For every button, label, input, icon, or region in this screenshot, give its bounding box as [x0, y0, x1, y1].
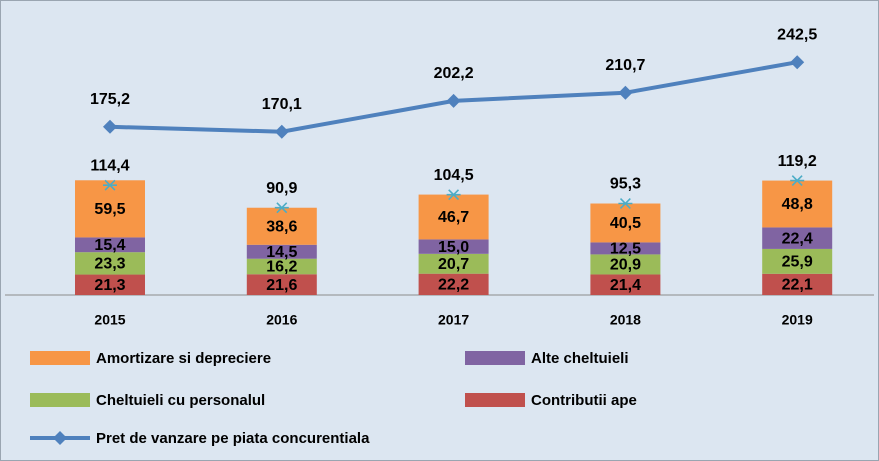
data-label: 104,5 — [434, 167, 474, 184]
bar-segment — [75, 180, 145, 238]
bar-segment — [418, 239, 489, 254]
x-tick-label: 2015 — [94, 312, 125, 328]
x-tick-label: 2017 — [438, 312, 469, 328]
x-tick-label: 2016 — [266, 312, 297, 328]
legend-swatch — [465, 393, 525, 407]
data-label: 170,1 — [262, 96, 302, 113]
data-label: 16,2 — [266, 259, 297, 276]
data-label: 46,7 — [438, 209, 469, 226]
data-label: 23,3 — [94, 256, 125, 273]
bar-segment — [246, 274, 317, 295]
data-label: 22,1 — [782, 277, 813, 294]
data-label: 59,5 — [94, 201, 125, 218]
line-marker — [790, 55, 805, 70]
star-marker — [103, 179, 117, 191]
star-marker — [790, 175, 805, 187]
star-marker — [274, 202, 289, 214]
x-tick-label: 2019 — [782, 312, 813, 328]
data-label: 21,3 — [94, 277, 125, 294]
data-label: 20,7 — [438, 256, 469, 273]
bar-segment — [762, 273, 833, 295]
x-tick-label: 2018 — [610, 312, 641, 328]
bar-segment — [762, 227, 833, 249]
data-label: 48,8 — [782, 196, 813, 213]
data-label: 38,6 — [266, 218, 297, 235]
line-marker — [103, 119, 117, 134]
legend-label: Amortizare si depreciere — [96, 350, 271, 367]
legend-marker — [53, 431, 67, 445]
bar-segment — [590, 242, 661, 255]
star-marker — [446, 189, 461, 201]
bar-segment — [762, 248, 833, 274]
legend-label: Cheltuieli cu personalul — [96, 392, 265, 409]
star-marker — [618, 198, 633, 209]
line-marker — [274, 124, 289, 139]
data-label: 119,2 — [778, 153, 817, 170]
line-marker — [446, 93, 461, 108]
bar-segment — [590, 274, 661, 295]
bar-segment — [246, 244, 317, 259]
data-label: 12,5 — [610, 241, 641, 258]
data-label: 202,2 — [434, 65, 474, 82]
data-label: 22,4 — [782, 230, 813, 247]
legend-swatch — [30, 393, 90, 407]
line-marker — [618, 85, 633, 100]
data-label: 15,4 — [94, 237, 125, 254]
data-label: 210,7 — [605, 57, 645, 74]
bar-segment — [418, 194, 489, 240]
data-label: 25,9 — [782, 254, 813, 271]
data-label: 21,6 — [266, 277, 297, 294]
data-label: 175,2 — [90, 91, 130, 108]
bar-segment — [590, 203, 661, 243]
bar-segment — [75, 274, 145, 295]
data-label: 20,9 — [610, 257, 641, 274]
data-label: 15,0 — [438, 239, 469, 256]
data-label: 14,5 — [266, 244, 297, 261]
bar-segment — [246, 207, 317, 245]
data-label: 114,4 — [90, 157, 129, 174]
legend-swatch — [465, 351, 525, 365]
legend-label: Alte cheltuieli — [531, 350, 629, 367]
data-label: 22,2 — [438, 277, 469, 294]
bar-segment — [418, 273, 489, 295]
legend-label: Contributii ape — [531, 392, 637, 409]
data-label: 95,3 — [610, 176, 641, 193]
data-label: 40,5 — [610, 215, 641, 232]
bar-segment — [762, 180, 833, 228]
bar-segment — [590, 254, 661, 275]
data-label: 21,4 — [610, 277, 641, 294]
bar-segment — [418, 253, 489, 274]
data-label: 242,5 — [777, 26, 817, 43]
bar-segment — [75, 252, 145, 275]
bar-segment — [246, 258, 317, 275]
bar-segment — [75, 237, 145, 253]
legend-label: Pret de vanzare pe piata concurentiala — [96, 430, 370, 447]
data-label: 90,9 — [266, 180, 297, 197]
legend-swatch — [30, 351, 90, 365]
